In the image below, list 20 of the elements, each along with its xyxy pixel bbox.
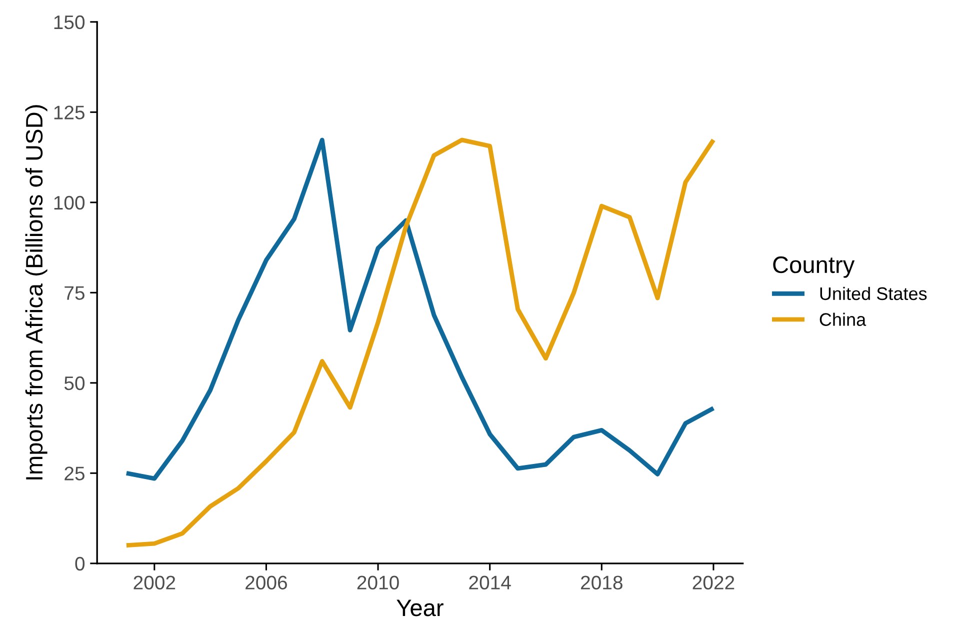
line-series [124, 138, 716, 548]
y-tick-label: 150 [54, 15, 85, 30]
legend-label: United States [820, 286, 927, 300]
y-tick-label: 125 [54, 106, 84, 120]
y-axis-title: Imports from Africa (Billions of USD) [25, 105, 48, 480]
y-tick-label: 0 [75, 556, 85, 571]
legend-label: China [820, 312, 866, 326]
legend-title: Country [773, 256, 855, 278]
y-tick-label: 50 [64, 376, 85, 390]
y-tick-label: 75 [64, 286, 84, 300]
x-tick-label: 2002 [134, 576, 176, 590]
x-tick-label: 2010 [357, 576, 399, 590]
x-tick-label: 2022 [692, 576, 734, 590]
line-series [124, 138, 716, 481]
x-tick-label: 2018 [581, 576, 622, 590]
y-tick-label: 100 [54, 196, 85, 210]
x-axis-title: Year [396, 600, 444, 616]
x-tick-label: 2014 [469, 576, 511, 590]
x-tick-label: 2006 [246, 576, 287, 590]
y-tick-label: 25 [64, 466, 84, 480]
